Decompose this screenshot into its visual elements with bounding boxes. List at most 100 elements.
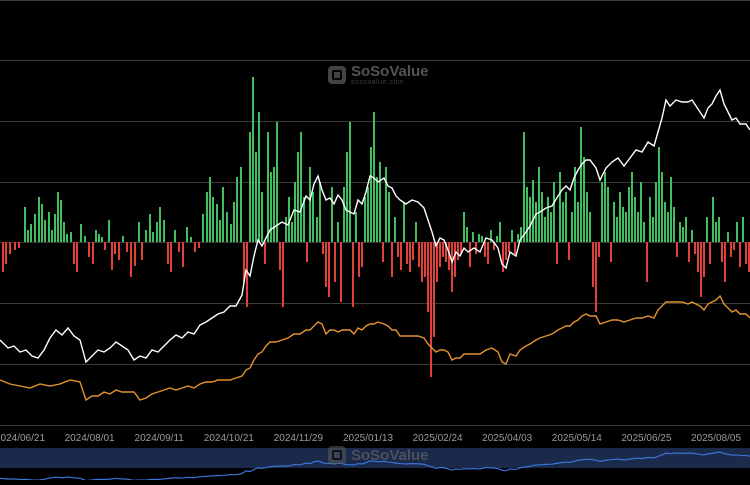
flow-bar-130 [433, 242, 435, 337]
flow-bar-104 [355, 212, 357, 242]
range-navigator[interactable] [0, 448, 750, 482]
flow-bar-206 [661, 172, 663, 242]
flow-bar-166 [541, 192, 543, 242]
flow-bar-115 [388, 192, 390, 242]
flow-bar-187 [604, 172, 606, 242]
flow-bar-99 [340, 242, 342, 302]
flow-bar-173 [562, 202, 564, 242]
flow-bar-145 [478, 234, 480, 242]
flow-bar-2 [9, 242, 11, 254]
flow-bar-83 [291, 222, 293, 242]
flow-bar-221 [706, 217, 708, 242]
flow-bar-9 [38, 197, 40, 242]
flow-bar-39 [141, 242, 143, 260]
flow-bar-31 [111, 242, 113, 270]
flow-bar-15 [57, 192, 59, 242]
price-line [0, 88, 750, 364]
x-axis: 2024/06/21 2024/08/01 2024/09/11 2024/10/21… [0, 433, 741, 444]
flow-bar-75 [267, 132, 269, 242]
flow-bar-123 [412, 242, 414, 260]
flow-bar-177 [574, 167, 576, 242]
flow-bar-189 [610, 242, 612, 262]
flow-bar-79 [279, 242, 281, 270]
flow-bar-42 [152, 232, 154, 242]
flow-bar-199 [640, 182, 642, 242]
flow-bar-231 [736, 222, 738, 242]
flow-bar-203 [652, 217, 654, 242]
flow-bar-102 [349, 122, 351, 242]
flow-bar-163 [532, 180, 534, 242]
flow-bar-60 [219, 220, 221, 242]
flow-bar-103 [352, 242, 354, 307]
x-tick-label-10: 2025/08/05 [691, 433, 741, 444]
flow-bar-80 [282, 242, 284, 307]
flow-bar-151 [496, 236, 498, 242]
flow-bar-178 [577, 202, 579, 242]
sosovalue-logo-icon [328, 66, 346, 84]
flow-bar-52 [190, 237, 192, 242]
flow-bar-1 [5, 242, 7, 264]
flow-bar-84 [294, 182, 296, 242]
flow-bar-140 [463, 212, 465, 242]
flow-bar-95 [328, 242, 330, 297]
flow-bar-0 [2, 242, 4, 272]
flow-bar-180 [583, 157, 585, 242]
flow-bar-209 [670, 177, 672, 242]
flow-bar-72 [258, 112, 260, 242]
flow-bar-158 [517, 234, 519, 242]
flow-bar-207 [664, 202, 666, 242]
flow-bar-135 [448, 242, 450, 270]
flow-bar-200 [643, 222, 645, 242]
flow-bar-229 [730, 242, 732, 257]
flow-bar-119 [400, 242, 402, 270]
flow-bar-170 [553, 182, 555, 242]
flow-bar-174 [565, 192, 567, 242]
flow-bar-69 [249, 132, 251, 242]
flow-bar-88 [306, 242, 308, 262]
flow-bar-50 [182, 242, 184, 267]
x-tick-label-2: 2024/09/11 [135, 433, 185, 444]
flow-bar-16 [60, 200, 62, 242]
flow-bar-138 [457, 242, 459, 260]
flow-bar-19 [70, 232, 72, 242]
flow-bar-127 [424, 242, 426, 277]
flow-bar-235 [748, 242, 750, 272]
flow-bar-6 [27, 230, 29, 242]
flow-bar-196 [631, 172, 633, 242]
flow-bar-76 [270, 172, 272, 242]
flow-bar-129 [430, 242, 432, 377]
watermark-subtitle: sosovalue.com [351, 79, 405, 86]
flow-bar-47 [170, 242, 172, 272]
x-tick-label-6: 2025/02/24 [413, 433, 463, 444]
flow-bar-194 [625, 212, 627, 242]
flow-bar-114 [385, 167, 387, 242]
flow-bar-58 [212, 197, 214, 242]
flow-bar-32 [114, 242, 116, 254]
x-tick-label-9: 2025/06/25 [621, 433, 671, 444]
flow-bar-5 [24, 207, 26, 242]
flow-bar-106 [361, 242, 363, 267]
flow-bar-132 [439, 242, 441, 267]
flow-bar-154 [505, 242, 507, 260]
flow-bar-168 [547, 197, 549, 242]
flow-bar-44 [159, 207, 161, 242]
flow-bar-3 [14, 242, 16, 250]
flow-bar-192 [619, 192, 621, 242]
flow-bar-183 [592, 242, 594, 287]
flow-bar-36 [130, 242, 132, 277]
flow-bar-116 [391, 242, 393, 277]
flow-bar-146 [481, 236, 483, 242]
x-tick-label-7: 2025/04/03 [482, 433, 532, 444]
flow-bar-7 [30, 224, 32, 242]
flow-bar-162 [529, 197, 531, 242]
flow-bar-131 [436, 242, 438, 282]
flow-bar-12 [48, 212, 50, 242]
flow-bar-128 [427, 242, 429, 312]
flow-bar-202 [649, 197, 651, 242]
flow-bar-87 [303, 197, 305, 242]
flow-bar-65 [236, 177, 238, 242]
flow-bar-134 [445, 242, 447, 262]
flow-bar-62 [226, 212, 228, 242]
